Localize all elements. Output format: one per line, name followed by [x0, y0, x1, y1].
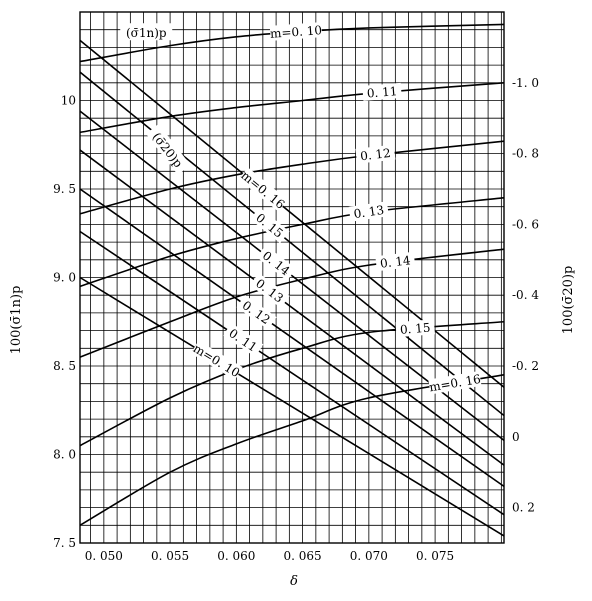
sigma1n-label-6-bg [428, 370, 482, 395]
sigma20-label-0: m=0. 10 [191, 340, 243, 380]
sigma1n-label-5: 0. 15 [395, 319, 435, 338]
sigma1n-label-1-text: 0. 11 [366, 84, 398, 100]
sigma20-line-2 [79, 188, 505, 488]
sigma20-label-2-bg [236, 294, 277, 330]
sigma1n-label-1: 0. 11 [362, 82, 402, 101]
y-left-tick-label: 7. 5 [53, 536, 76, 550]
sigma1n-group-label: (σ̄1n)p [120, 23, 173, 41]
sigma1n-label-3: 0. 13 [348, 201, 389, 222]
sigma1n-label-3-bg [348, 201, 389, 222]
sigma20-line-1 [79, 230, 505, 516]
y-left-tick-label: 8. 0 [53, 448, 76, 462]
sigma20-label-0-bg [190, 340, 243, 381]
sigma1n-label-0-bg [269, 22, 323, 41]
x-tick-label: 0. 050 [85, 549, 123, 563]
sigma20-label-0-text: m=0. 10 [191, 341, 243, 380]
x-tick-label: 0. 060 [217, 549, 255, 563]
sigma1n-group-label-text: (σ̄1n)p [126, 26, 167, 40]
sigma1n-label-0-text: m=0. 10 [270, 23, 323, 41]
y-left-tick-label: 9. 0 [53, 271, 76, 285]
y-left-tick-label: 9. 5 [53, 182, 76, 196]
x-tick-label: 0. 065 [284, 549, 322, 563]
sigma1n-curve-2 [79, 140, 505, 215]
sigma1n-label-4-text: 0. 14 [379, 253, 411, 271]
x-tick-label: 0. 075 [416, 549, 454, 563]
sigma1n-label-3-text: 0. 13 [353, 203, 385, 221]
sigma20-label-4-bg [256, 245, 297, 281]
sigma20-line-0 [79, 276, 505, 537]
y-left-tick-label: 8. 5 [53, 359, 76, 373]
sigma20-label-5-bg [250, 207, 290, 244]
sigma1n-label-2-bg [355, 144, 396, 164]
y-right-tick-label: -0. 4 [512, 288, 539, 302]
y-right-tick-label: -0. 8 [512, 147, 539, 161]
y-right-tick-label: -0. 6 [512, 217, 539, 231]
y-right-tick-label: 0 [512, 430, 520, 444]
x-tick-label: 0. 070 [350, 549, 388, 563]
sigma20-group-label-bg [145, 124, 191, 175]
tick-labels: 0. 050 0. 055 0. 060 0. 065 0. 070 0. 075 7. 5… [53, 76, 539, 563]
sigma1n-label-4-bg [375, 251, 416, 272]
sigma20-line-5 [79, 71, 505, 417]
curve-labels: m=0. 100. 110. 120. 130. 140. 15m=0. 16m… [120, 22, 482, 394]
sigma1n-curve-1 [79, 82, 505, 134]
y-axis-left-title: 100(σ̄1n)p [9, 286, 24, 355]
sigma20-label-6-bg [238, 167, 288, 212]
x-tick-label: 0. 055 [151, 549, 189, 563]
sigma1n-label-5-text: 0. 15 [399, 321, 431, 337]
y-right-tick-label: -1. 0 [512, 76, 539, 90]
y-left-tick-label: 10 [61, 94, 76, 108]
sigma20-label-1: 0. 11 [223, 322, 264, 357]
sigma1n-group-label-bg [120, 23, 173, 41]
sigma20-label-3-bg [249, 272, 290, 308]
sigma1n-label-2: 0. 12 [355, 144, 396, 164]
sigma1n-curve-6 [79, 374, 505, 526]
sigma1n-label-1-bg [362, 82, 402, 101]
sigma1n-label-0: m=0. 10 [269, 22, 323, 41]
y-axis-right-title: 100(σ̄20)p [561, 266, 576, 335]
sigma20-label-5: 0. 15 [250, 207, 290, 244]
sigma20-line-3 [79, 149, 505, 466]
x-axis-title: δ [290, 574, 298, 589]
sigma1n-label-4: 0. 14 [375, 251, 416, 272]
sigma1n-label-5-bg [395, 319, 435, 338]
sigma1n-label-2-text: 0. 12 [360, 146, 392, 163]
sigma20-label-1-bg [223, 322, 264, 357]
y-right-tick-label: -0. 2 [512, 359, 539, 373]
y-right-tick-label: 0. 2 [512, 501, 535, 515]
